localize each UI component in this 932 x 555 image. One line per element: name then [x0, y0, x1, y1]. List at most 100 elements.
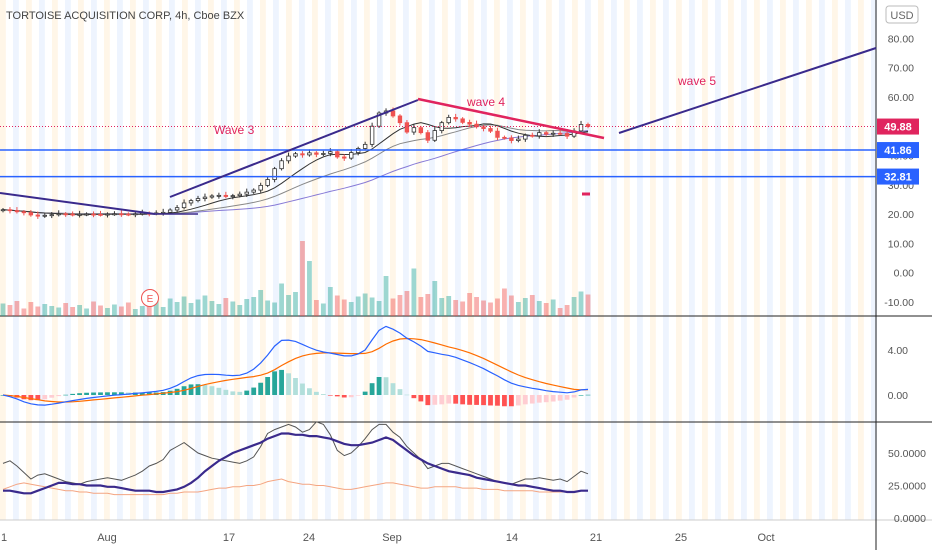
candle-body: [272, 168, 277, 180]
volume-bar: [390, 298, 396, 316]
currency-badge[interactable]: USD: [890, 10, 913, 22]
candle-body: [216, 194, 222, 197]
wave-annotation: wave 4: [466, 95, 505, 109]
macd-histogram-bar: [42, 395, 48, 400]
rsi-pane[interactable]: [2, 421, 589, 496]
candle-body: [488, 128, 493, 132]
candle-body: [0, 209, 6, 212]
macd-histogram-bar: [286, 373, 291, 395]
session-stripe: [468, 0, 474, 520]
price-label-box: [877, 168, 919, 185]
candle-body: [70, 213, 75, 216]
macd-histogram-bar: [84, 392, 89, 395]
candle-body: [56, 213, 61, 216]
volume-bar: [362, 293, 368, 316]
volume-bar: [529, 295, 535, 316]
macd-histogram-bar: [390, 383, 396, 395]
macd-histogram-bar: [35, 395, 41, 401]
volume-bar: [341, 299, 347, 316]
macd-histogram-bar: [313, 391, 319, 395]
candle-body: [516, 138, 521, 141]
session-stripe: [39, 0, 45, 520]
macd-pane[interactable]: [0, 325, 591, 407]
candle-body: [425, 132, 431, 141]
price-axis-tick: 20.00: [888, 209, 914, 221]
candle-body: [181, 202, 187, 209]
candle-body: [202, 196, 208, 199]
session-stripe: [494, 0, 500, 520]
volume-bar: [230, 301, 236, 316]
macd-histogram-bar: [474, 395, 479, 405]
oscillator-axis-tick: 25.0000: [888, 481, 926, 493]
candle-body: [453, 117, 458, 120]
candle-body: [446, 117, 451, 124]
session-stripe: [195, 0, 201, 520]
price-label-badge[interactable]: 49.88: [877, 118, 919, 135]
volume-bar: [112, 304, 117, 316]
earnings-marker-label: E: [147, 294, 154, 305]
oscillator-axis-tick: 50.0000: [888, 448, 926, 460]
macd-histogram-bar: [56, 395, 62, 397]
volume-bar: [522, 298, 528, 316]
volume-bar: [327, 287, 333, 316]
macd-histogram-bar: [502, 395, 507, 407]
candle-body: [35, 214, 41, 217]
price-label-text: 49.88: [884, 122, 912, 134]
volume-bar: [488, 302, 493, 316]
volume-bar: [404, 291, 410, 316]
session-stripe: [0, 0, 6, 520]
wave-annotation: wave 5: [677, 74, 716, 88]
volume-bar: [460, 301, 466, 316]
session-stripe: [390, 0, 396, 520]
volume-bar: [181, 296, 187, 316]
currency-badge-box[interactable]: [885, 5, 919, 24]
macd-histogram-bar: [529, 395, 535, 404]
macd-histogram-bar: [585, 394, 591, 396]
candle-body: [209, 195, 215, 198]
macd-histogram-bar: [202, 384, 208, 395]
moving-average-slow: [2, 130, 589, 215]
macd-histogram-bar: [244, 390, 250, 395]
macd-histogram-bar: [578, 395, 584, 396]
volume-bar: [188, 303, 194, 316]
candle-body: [160, 211, 166, 214]
candle-body: [279, 160, 284, 170]
axis-layer: 90.0080.0070.0060.0050.0040.0030.0020.00…: [1, 4, 926, 544]
volume-bar: [7, 305, 13, 316]
macd-axis-tick: 4.00: [888, 345, 909, 357]
candle-body: [544, 132, 549, 135]
macd-histogram-bar: [320, 394, 326, 395]
candle-body: [550, 132, 556, 135]
session-stripe: [754, 0, 760, 520]
volume-bar: [585, 294, 591, 316]
volume-bar: [237, 305, 243, 316]
volume-bar: [105, 308, 110, 316]
candle-body: [195, 198, 201, 202]
session-stripe: [533, 0, 539, 520]
volume-bar: [536, 301, 542, 316]
volume-bar: [244, 299, 250, 316]
price-pane[interactable]: Wave 3 wave 4 wave 5 E: [0, 47, 877, 316]
macd-histogram-bar: [439, 395, 445, 405]
volume-bar: [446, 296, 452, 316]
volume-bar: [14, 301, 20, 316]
candle-body: [495, 130, 500, 138]
macd-histogram-bar: [223, 389, 229, 395]
candle-body: [174, 207, 180, 211]
session-stripe: [65, 0, 71, 520]
volume-bar: [376, 301, 382, 316]
volume-bar: [502, 288, 507, 316]
time-axis-tick: Aug: [97, 532, 117, 544]
price-label-badge[interactable]: 41.86: [877, 142, 919, 159]
volume-bar: [132, 309, 138, 316]
candle-body: [49, 214, 54, 217]
macd-histogram-bar: [376, 377, 382, 395]
session-stripe: [247, 0, 253, 520]
price-label-badge[interactable]: 32.81: [877, 168, 919, 185]
macd-histogram-bar: [334, 395, 340, 397]
volume-bar: [139, 306, 145, 316]
volume-bar: [258, 290, 264, 316]
macd-histogram-bar: [251, 387, 257, 395]
